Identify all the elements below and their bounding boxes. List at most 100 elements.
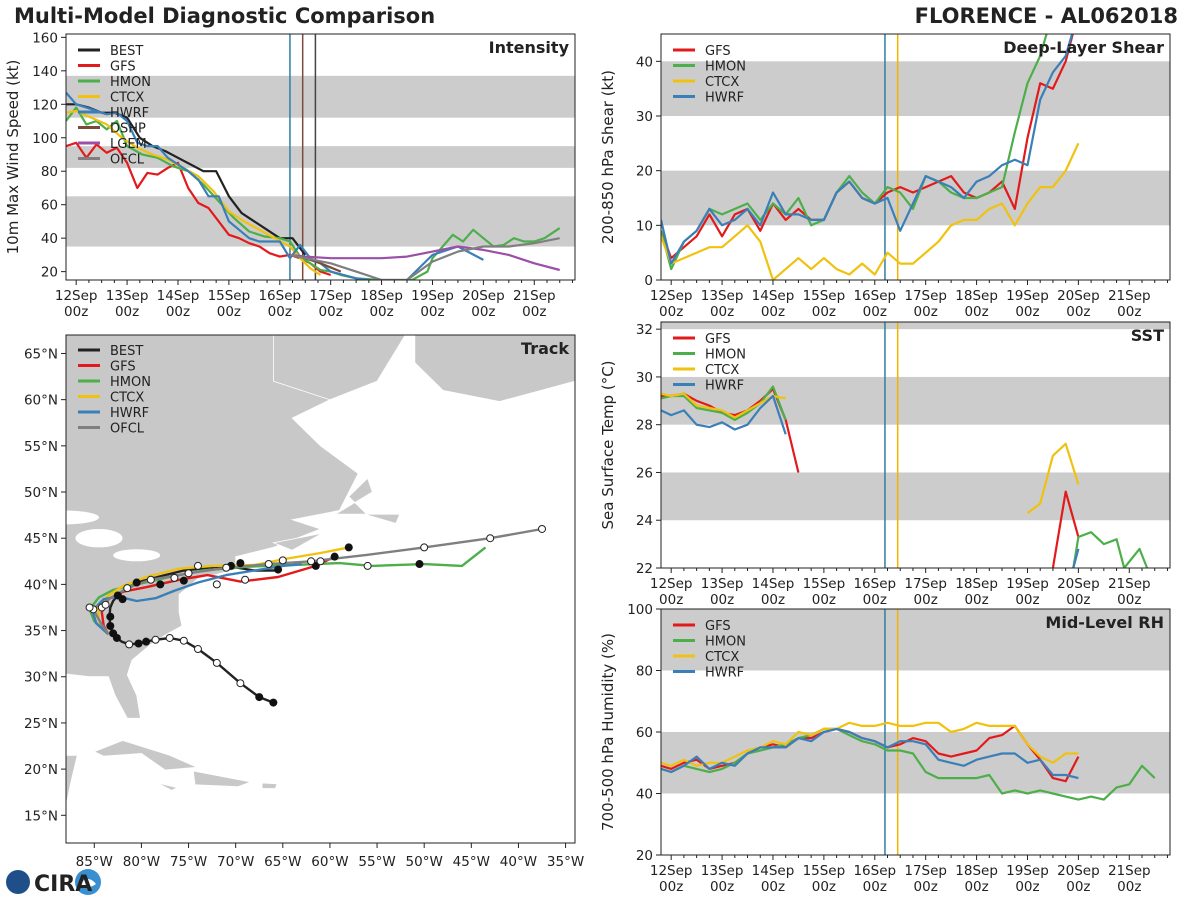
sst-band xyxy=(661,376,1170,425)
sst-ytick-label: 22 xyxy=(636,561,653,577)
shear-legend-label-ctcx: CTCX xyxy=(705,75,739,90)
track-frame xyxy=(65,334,576,844)
track-marker-filled xyxy=(134,639,143,648)
track-ytick-label: 15°N xyxy=(24,808,58,824)
great-lake xyxy=(113,549,161,562)
rh-ytick-label: 80 xyxy=(636,664,653,680)
track-marker-filled xyxy=(415,560,424,569)
great-lake xyxy=(75,528,123,548)
track-ytick-label: 25°N xyxy=(24,716,58,732)
shear-ytick-label: 20 xyxy=(636,164,653,180)
rh-legend-label-hmon: HMON xyxy=(705,635,746,650)
track-xtick-label: 70°W xyxy=(217,854,254,870)
intensity-legend-label-gfs: GFS xyxy=(110,60,136,75)
shear-xtick-sublabel: 00z xyxy=(761,304,785,320)
track-marker-open xyxy=(212,580,221,589)
great-lake xyxy=(66,510,99,525)
rh-xtick-sublabel: 00z xyxy=(1015,879,1039,895)
shear-legend-label-gfs: GFS xyxy=(705,44,731,59)
panel-intensity: 2040608010012014016012Sep00z13Sep00z14Se… xyxy=(4,30,576,320)
shear-legend-label-hmon: HMON xyxy=(705,60,746,75)
sst-xtick-label: 19Sep xyxy=(1006,576,1049,592)
rh-xtick-label: 18Sep xyxy=(955,863,998,879)
sst-xtick-sublabel: 00z xyxy=(1117,592,1141,608)
rh-ytick-label: 20 xyxy=(636,848,653,864)
track-marker-filled xyxy=(179,576,188,585)
intensity-ytick-label: 120 xyxy=(32,97,58,113)
intensity-xtick-sublabel: 00z xyxy=(64,304,88,320)
sst-xtick-label: 15Sep xyxy=(803,576,846,592)
track-map-area xyxy=(66,335,575,807)
intensity-band xyxy=(66,146,575,168)
rh-band xyxy=(661,609,1170,671)
intensity-band xyxy=(66,196,575,247)
track-marker-filled xyxy=(109,629,118,638)
intensity-xtick-label: 21Sep xyxy=(513,288,556,304)
intensity-xtick-label: 16Sep xyxy=(258,288,301,304)
track-marker-filled xyxy=(344,543,353,552)
intensity-legend-label-lgem: LGEM xyxy=(110,137,147,152)
sst-xtick-sublabel: 00z xyxy=(710,592,734,608)
sst-ytick-label: 28 xyxy=(636,418,653,434)
sst-xtick-label: 21Sep xyxy=(1108,576,1151,592)
shear-xtick-label: 15Sep xyxy=(803,288,846,304)
intensity-ytick-label: 60 xyxy=(41,198,58,214)
shear-xtick-sublabel: 00z xyxy=(914,304,938,320)
track-marker-open xyxy=(316,557,325,566)
shear-band xyxy=(661,61,1170,116)
track-title: Track xyxy=(521,339,569,358)
rh-xtick-label: 15Sep xyxy=(803,863,846,879)
shear-xtick-sublabel: 00z xyxy=(812,304,836,320)
intensity-xtick-sublabel: 00z xyxy=(522,304,546,320)
track-marker-open xyxy=(184,569,193,578)
sst-legend-label-hmon: HMON xyxy=(705,348,746,363)
rh-xtick-sublabel: 00z xyxy=(761,879,785,895)
shear-xtick-label: 16Sep xyxy=(853,288,896,304)
intensity-ytick-label: 40 xyxy=(41,231,58,247)
intensity-line-ofcl xyxy=(289,237,560,280)
hispaniola xyxy=(192,770,253,788)
shear-ytick-label: 0 xyxy=(644,273,653,289)
panel-sst: 22242628303212Sep00z13Sep00z14Sep00z15Se… xyxy=(599,321,1171,608)
track-legend-label-hmon: HMON xyxy=(110,375,151,390)
sst-line-hmon xyxy=(661,385,787,421)
track-legend-label-ctcx: CTCX xyxy=(110,391,144,406)
sst-xtick-label: 14Sep xyxy=(752,576,795,592)
track-marker-filled xyxy=(330,552,339,561)
north-america-landmass xyxy=(66,335,359,719)
sst-xtick-label: 18Sep xyxy=(955,576,998,592)
sst-ytick-label: 32 xyxy=(636,322,653,338)
track-marker-open xyxy=(212,658,221,667)
track-ytick-label: 65°N xyxy=(24,346,58,362)
sst-ytick-label: 30 xyxy=(636,370,653,386)
intensity-xtick-label: 19Sep xyxy=(411,288,454,304)
cuba xyxy=(93,740,198,771)
rh-xtick-sublabel: 00z xyxy=(659,879,683,895)
rh-xtick-label: 16Sep xyxy=(853,863,896,879)
intensity-xtick-label: 13Sep xyxy=(106,288,149,304)
sst-xtick-sublabel: 00z xyxy=(964,592,988,608)
intensity-xtick-label: 17Sep xyxy=(309,288,352,304)
yucatan xyxy=(66,754,78,807)
track-marker-open xyxy=(538,524,547,533)
intensity-ylabel: 10m Max Wind Speed (kt) xyxy=(4,60,22,255)
track-line-ctcx xyxy=(96,546,350,636)
track-xtick-label: 65°W xyxy=(264,854,301,870)
sst-xtick-sublabel: 00z xyxy=(914,592,938,608)
sst-xtick-label: 12Sep xyxy=(650,576,693,592)
shear-xtick-sublabel: 00z xyxy=(659,304,683,320)
intensity-line-lgem xyxy=(289,245,560,272)
logo-swirl-mark xyxy=(80,879,96,887)
shear-line-hwrf xyxy=(661,34,1074,265)
sst-ytick-label: 24 xyxy=(636,513,653,529)
jamaica xyxy=(157,782,179,791)
greenland xyxy=(414,335,575,402)
track-xtick-label: 45°W xyxy=(453,854,490,870)
track-ytick-label: 50°N xyxy=(24,485,58,501)
track-marker-open xyxy=(241,575,250,584)
storm-name: FLORENCE - AL062018 xyxy=(914,4,1178,28)
intensity-xtick-sublabel: 00z xyxy=(268,304,292,320)
shear-ytick-label: 10 xyxy=(636,218,653,234)
sst-xtick-sublabel: 00z xyxy=(863,592,887,608)
track-ytick-label: 20°N xyxy=(24,762,58,778)
